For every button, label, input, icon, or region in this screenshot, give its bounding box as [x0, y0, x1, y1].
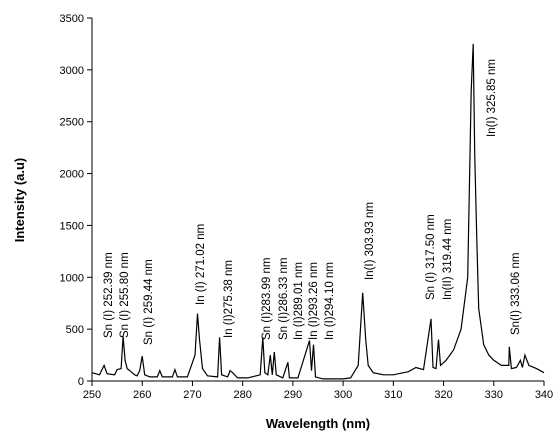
x-tick-label: 330 — [485, 389, 503, 401]
peak-annotation: In(II) 319.44 nm — [442, 219, 454, 300]
y-tick-label: 3500 — [60, 13, 84, 25]
y-axis-title: Intensity (a.u) — [12, 158, 27, 243]
peak-annotation: Sn (I) 255.80 nm — [119, 252, 131, 338]
peak-annotation: In (I)289.01 nm — [293, 262, 305, 340]
peak-annotation: In (I) 271.02 nm — [195, 224, 207, 305]
y-tick-label: 3000 — [60, 65, 84, 77]
y-tick-label: 2500 — [60, 117, 84, 129]
peak-annotation: Sn (I)283.99 nm — [261, 258, 273, 340]
y-tick-label: 500 — [66, 324, 84, 336]
peak-annotation: In(I) 325.85 nm — [486, 59, 498, 137]
peak-annotation: In (I)293.26 nm — [308, 262, 320, 340]
x-tick-label: 280 — [233, 389, 251, 401]
y-tick-label: 1000 — [60, 272, 84, 284]
peak-annotation: Sn(I) 333.06 nm — [510, 253, 522, 335]
peak-annotation: Sn (I) 252.39 nm — [103, 252, 115, 338]
x-tick-label: 320 — [434, 389, 452, 401]
x-tick-label: 270 — [183, 389, 201, 401]
x-axis-title: Wavelength (nm) — [266, 416, 370, 431]
x-tick-label: 260 — [133, 389, 151, 401]
peak-annotation: In(I) 303.93 nm — [364, 202, 376, 280]
x-tick-label: 300 — [334, 389, 352, 401]
spectrum-line — [91, 43, 545, 380]
peak-annotation: In (I)275.38 nm — [223, 260, 235, 338]
peak-annotation: Sn (I) 259.44 nm — [143, 259, 155, 345]
x-tick-label: 310 — [384, 389, 402, 401]
y-tick-label: 2000 — [60, 169, 84, 181]
peak-annotation: Sn (I) 317.50 nm — [425, 214, 437, 300]
peak-annotation: Sn (I)286.33 nm — [278, 258, 290, 340]
peak-annotation: In (I)294.10 nm — [324, 262, 336, 340]
y-tick-label: 0 — [78, 376, 84, 388]
x-tick-label: 290 — [284, 389, 302, 401]
y-tick-label: 1500 — [60, 220, 84, 232]
x-tick-label: 340 — [535, 389, 553, 401]
x-tick-label: 250 — [83, 389, 101, 401]
